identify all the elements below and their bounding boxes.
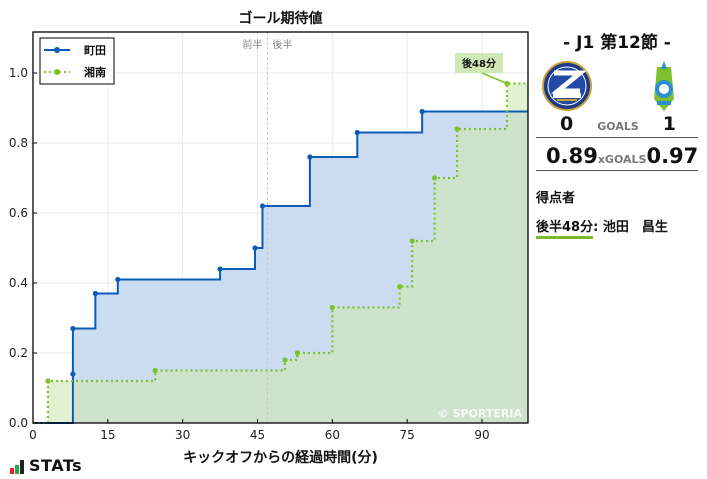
y-tick-label: 1.0: [9, 66, 28, 80]
annotation: 後48分: [455, 53, 508, 85]
away-xgoals: 0.97: [646, 144, 699, 168]
home-goals: 0: [560, 113, 574, 135]
scorer-time: 後半48分: [536, 220, 594, 239]
area-1: [33, 83, 528, 423]
round-title: - J1 第12節 -: [563, 33, 671, 53]
series-lines: [33, 80, 528, 425]
stats-logo: STATs: [10, 458, 82, 474]
data-point: [252, 245, 258, 251]
x-tick-label: 60: [325, 428, 340, 442]
data-point: [409, 238, 415, 244]
first-half-label: 前半: [242, 38, 262, 51]
watermark: © SPORTERIA: [438, 407, 523, 420]
goals-row: 0 GOALS 1: [536, 113, 698, 138]
annotation-arrow: [481, 72, 508, 85]
data-point: [307, 154, 313, 160]
stats-bars-icon: [10, 460, 24, 474]
goals-label: GOALS: [597, 120, 639, 133]
axis-ticks: 0 15 30 45 60 75 90 0.0 0.2 0.4 0.6 0.8 1.0: [9, 66, 490, 442]
x-tick-label: 90: [474, 428, 489, 442]
zelvia-emblem-icon: [542, 61, 592, 111]
data-point: [217, 266, 223, 272]
second-half-label: 後半: [272, 38, 292, 51]
legend-label: 湘南: [84, 65, 106, 79]
x-tick-label: 0: [29, 428, 37, 442]
xgoals-label: xGOALS: [597, 153, 647, 166]
data-point: [294, 350, 301, 356]
x-tick-label: 75: [400, 428, 415, 442]
data-point: [70, 371, 76, 377]
annotation-text: 後48分: [462, 57, 496, 70]
data-point: [45, 378, 51, 384]
match-summary-panel: - J1 第12節 - 0 GOALS 1 0.89 xGOALS: [536, 28, 698, 239]
scorer-item: 後半48分: 池田 昌生: [536, 216, 698, 239]
x-axis-label: キックオフからの経過時間(分): [183, 450, 378, 466]
legend-label: 町田: [84, 44, 106, 57]
y-tick-label: 0.6: [9, 206, 28, 220]
team-logos: [536, 59, 698, 113]
data-point: [92, 290, 98, 297]
data-point: [282, 357, 288, 363]
x-tick-label: 15: [100, 428, 115, 442]
data-point: [115, 276, 121, 283]
xgoals-row: 0.89 xGOALS 0.97: [536, 138, 698, 171]
series-line-0: [33, 110, 528, 424]
chart-title: ゴール期待値: [238, 11, 323, 27]
y-tick-label: 0.0: [9, 416, 28, 430]
data-point: [419, 108, 425, 115]
bellmare-emblem-icon: [654, 61, 674, 111]
y-tick-label: 0.2: [9, 346, 28, 360]
annotation-box: [455, 53, 503, 73]
y-tick-label: 0.4: [9, 276, 28, 290]
away-goals: 1: [662, 113, 676, 135]
x-tick-label: 30: [175, 428, 190, 442]
filled-areas: [33, 83, 528, 423]
data-point: [70, 325, 76, 332]
data-point: [354, 129, 360, 136]
data-point: [152, 367, 158, 374]
legend-marker: [54, 69, 60, 75]
data-point: [329, 304, 335, 311]
data-point: [432, 175, 438, 181]
home-xgoals: 0.89: [546, 144, 598, 168]
data-point: [397, 283, 403, 290]
scorer-name: 池田 昌生: [598, 220, 668, 235]
series-line-1: [33, 82, 528, 425]
legend-box: [39, 37, 115, 85]
x-tick-label: 45: [250, 428, 265, 442]
data-point: [259, 203, 266, 209]
stats-logo-text: STATs: [29, 456, 83, 475]
scorers-title: 得点者: [536, 191, 576, 206]
scorer-sep: :: [593, 220, 599, 235]
legend-marker: [54, 47, 60, 53]
y-tick-label: 0.8: [9, 136, 28, 150]
plot-frame: [32, 31, 529, 424]
data-point: [454, 126, 460, 132]
